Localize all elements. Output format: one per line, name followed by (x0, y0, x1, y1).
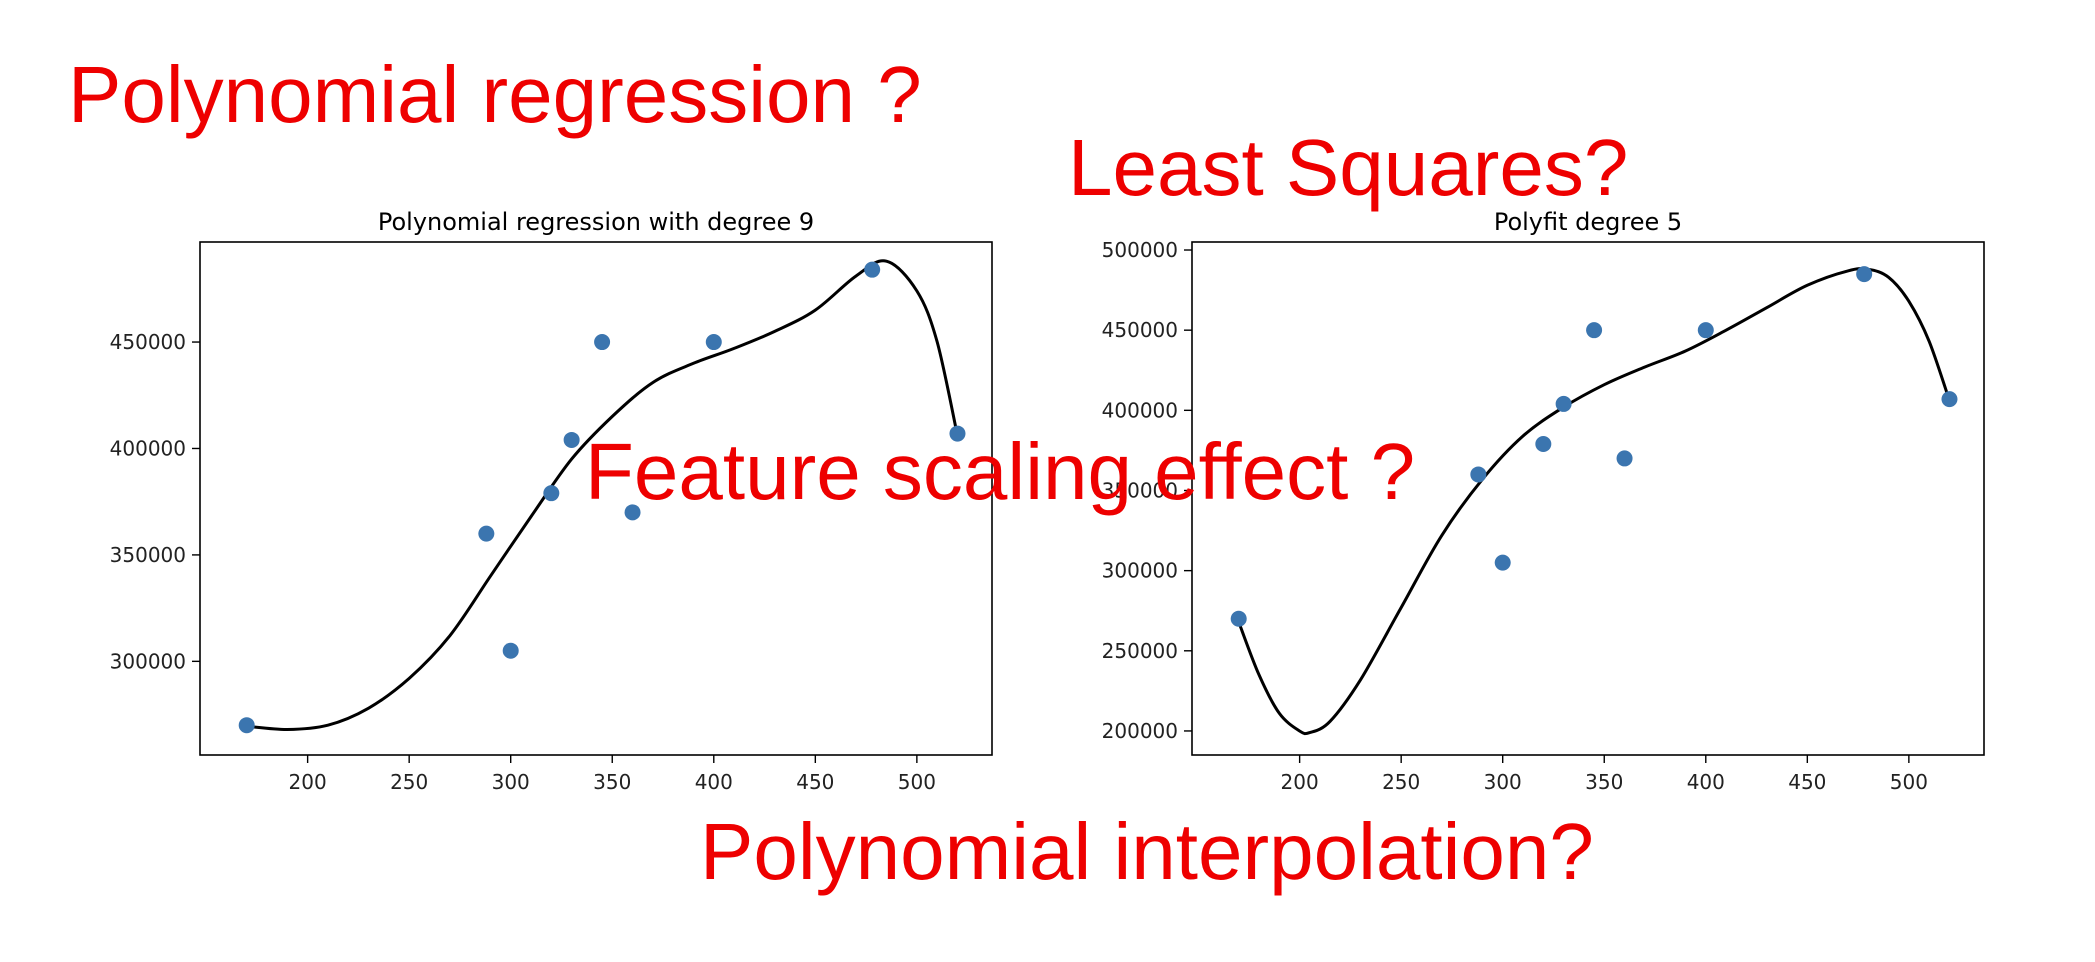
y-tick-label: 400000 (110, 436, 186, 460)
data-point (1697, 322, 1714, 339)
data-point (543, 485, 560, 502)
plot-frame (199, 241, 993, 756)
x-tick-label: 450 (1788, 770, 1826, 794)
data-point (1535, 435, 1552, 452)
data-point (1494, 554, 1511, 571)
overlay-polynomial-regression-question: Polynomial regression ? (68, 50, 922, 139)
chart-polynomial-regression: Polynomial regression with degree 9 200 25… (110, 208, 993, 794)
data-point (1586, 322, 1603, 339)
data-point (478, 525, 495, 542)
x-tick-label: 250 (1382, 770, 1420, 794)
data-point (1470, 466, 1487, 483)
x-tick-label: 200 (289, 770, 327, 794)
data-point (864, 261, 881, 278)
data-point (1555, 395, 1572, 412)
x-tick-label: 250 (390, 770, 428, 794)
x-tick-label: 500 (898, 770, 936, 794)
data-point (594, 334, 611, 351)
data-point (1230, 610, 1247, 627)
data-point (1941, 391, 1958, 408)
overlay-polynomial-interpolation-question: Polynomial interpolation? (700, 807, 1594, 896)
plot-frame (1191, 241, 1985, 756)
x-tick-label: 400 (695, 770, 733, 794)
y-tick-label: 350000 (110, 543, 186, 567)
overlay-feature-scaling-question: Feature scaling effect ? (585, 427, 1416, 516)
chart-title: Polynomial regression with degree 9 (378, 208, 814, 236)
fit-curve-line (246, 259, 959, 732)
y-tick-label: 450000 (1102, 318, 1178, 342)
y-tick-label: 500000 (1102, 238, 1178, 262)
x-tick-label: 300 (1484, 770, 1522, 794)
data-point (949, 425, 966, 442)
data-point (705, 334, 722, 351)
data-point (624, 504, 641, 521)
data-point (1616, 450, 1633, 467)
data-point (502, 642, 519, 659)
x-tick-label: 450 (796, 770, 834, 794)
y-tick-label: 300000 (110, 649, 186, 673)
chart-title: Polyfit degree 5 (1494, 208, 1682, 236)
x-tick-label: 300 (492, 770, 530, 794)
y-tick-label: 200000 (1102, 719, 1178, 743)
x-tick-label: 200 (1281, 770, 1319, 794)
y-tick-label: 450000 (110, 330, 186, 354)
data-point (1856, 266, 1873, 283)
chart-polyfit: Polyfit degree 5 200 250 300 350 400 450 500 200… (1102, 208, 1985, 794)
x-tick-label: 350 (593, 770, 631, 794)
x-tick-label: 350 (1585, 770, 1623, 794)
data-point (238, 717, 255, 734)
overlay-least-squares-question: Least Squares? (1068, 123, 1629, 212)
y-tick-label: 250000 (1102, 639, 1178, 663)
y-tick-label: 300000 (1102, 559, 1178, 583)
data-point (563, 431, 580, 448)
y-tick-label: 350000 (1102, 478, 1178, 502)
x-tick-label: 400 (1687, 770, 1725, 794)
y-tick-label: 400000 (1102, 398, 1178, 422)
x-tick-label: 500 (1890, 770, 1928, 794)
